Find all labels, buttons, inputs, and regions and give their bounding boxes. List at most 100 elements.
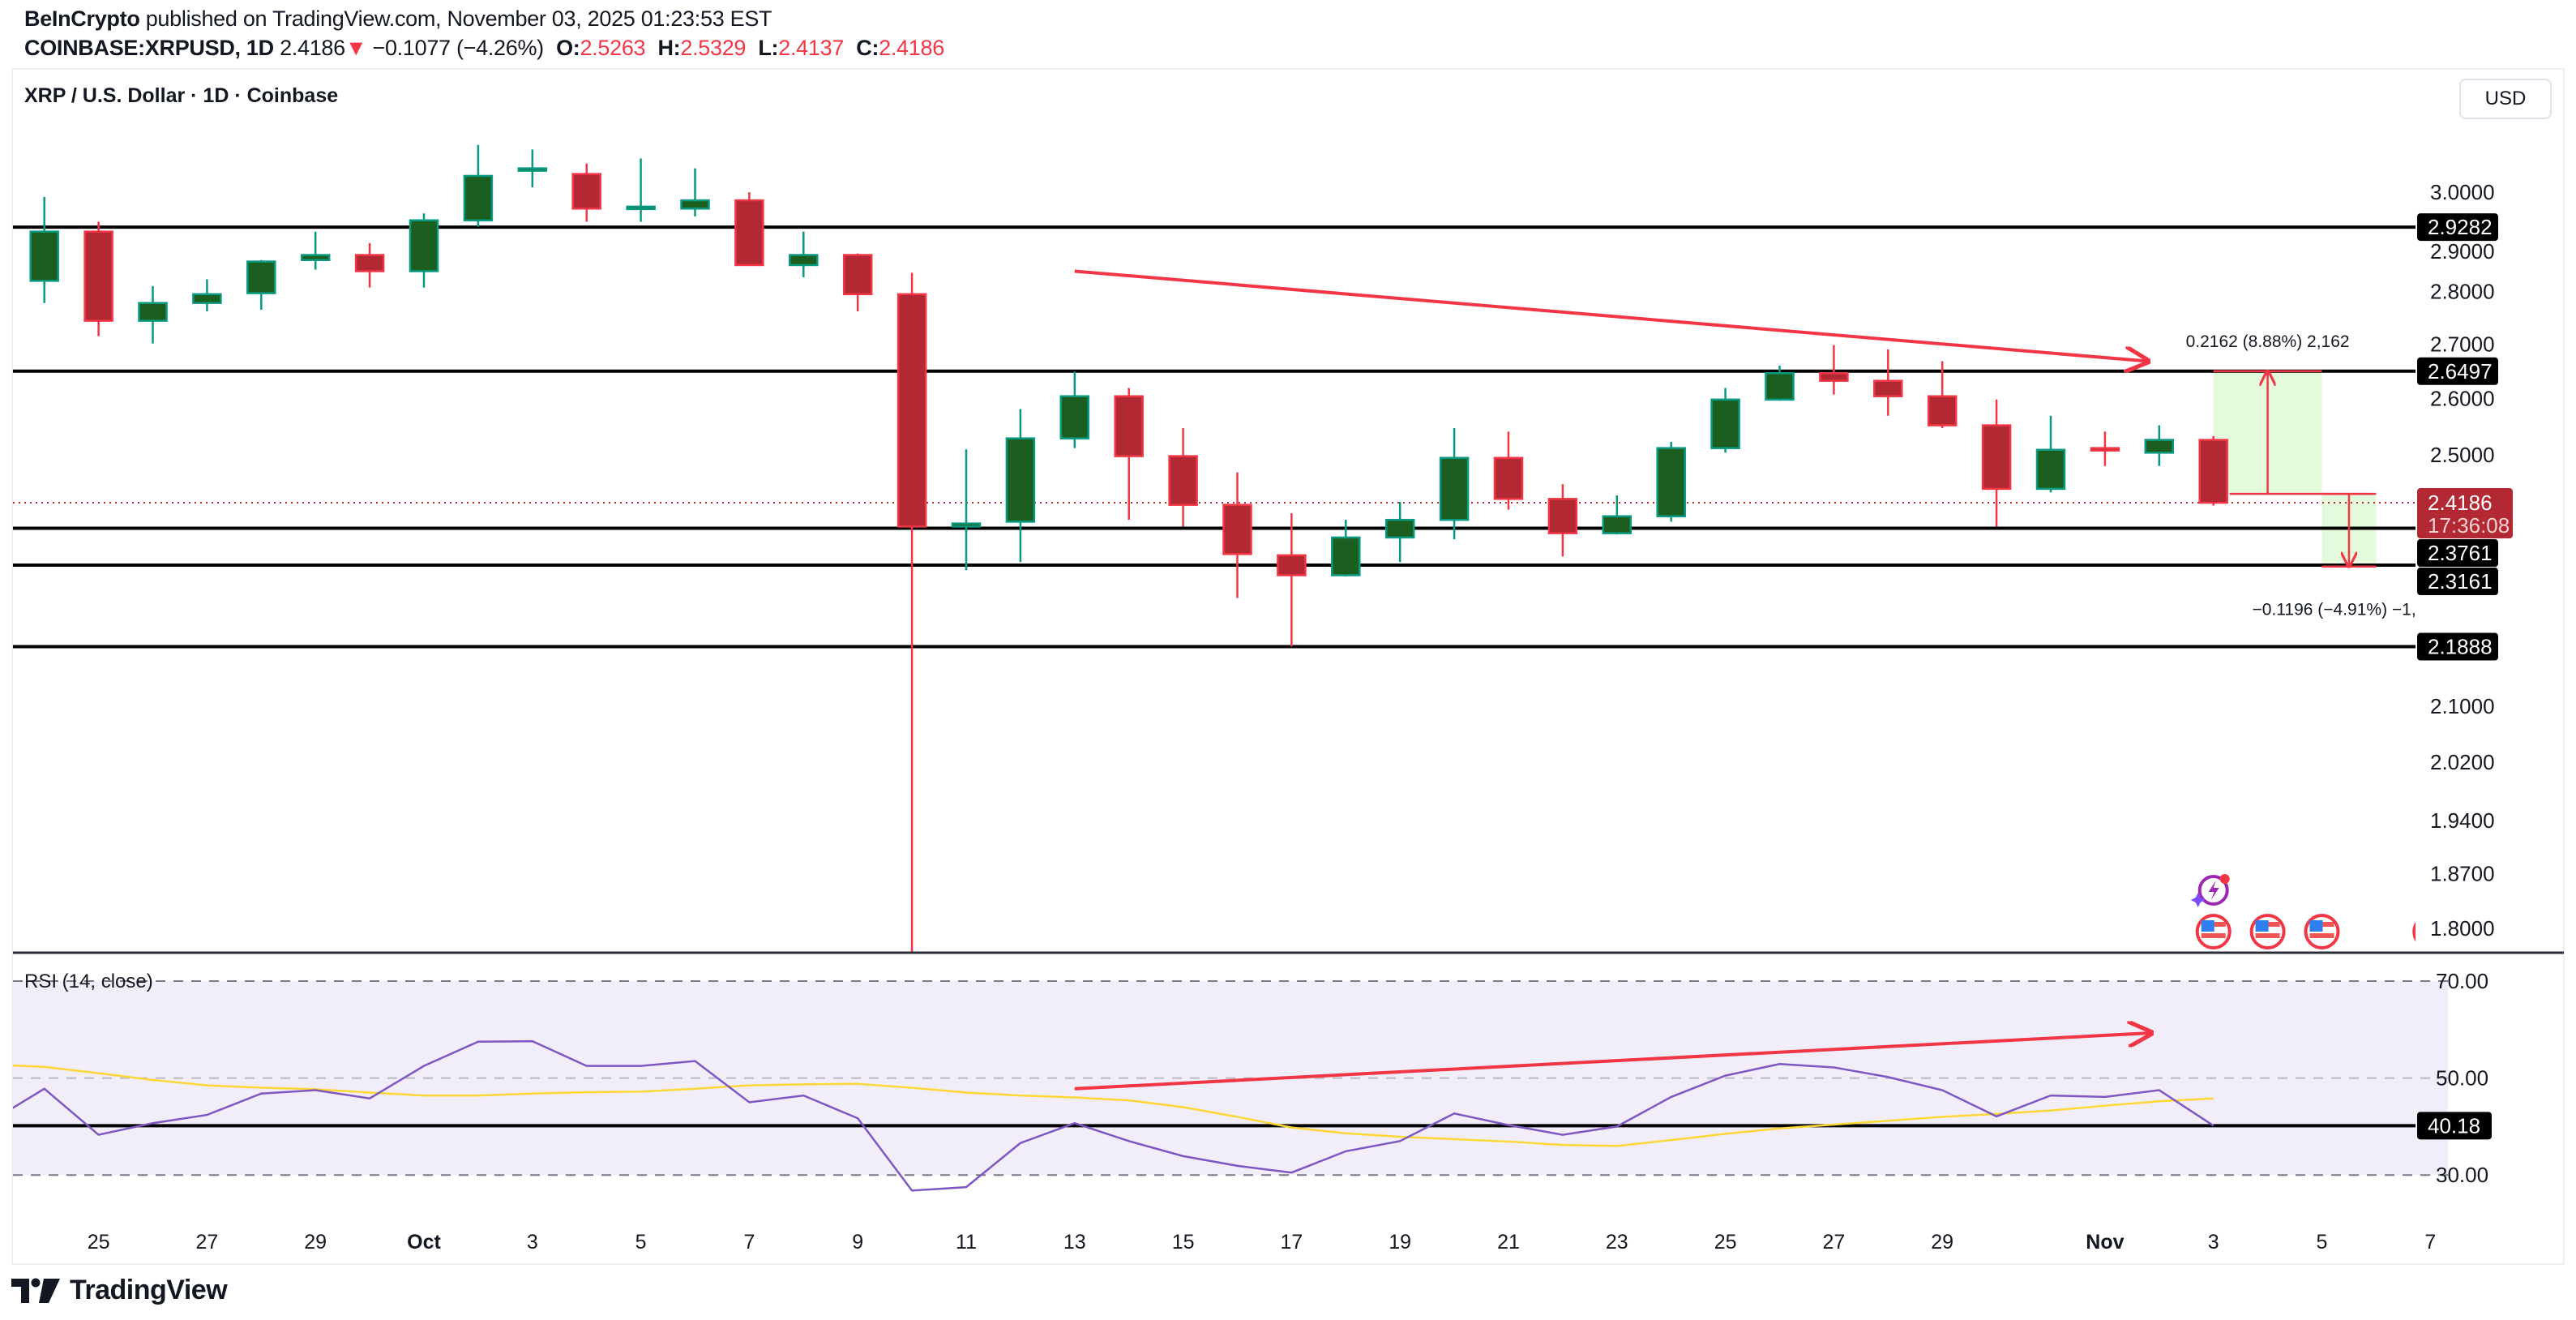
candle-body [463,174,494,221]
price-axis-tick: 2.5000 [2430,443,2495,467]
candle [1873,349,1903,416]
time-axis-tick: 21 [1497,1231,1520,1254]
flag-canton [2418,920,2431,932]
candle-body [246,260,276,294]
time-axis-tick: 29 [1931,1231,1953,1254]
price-axis-tick: 2.1000 [2430,694,2495,718]
candle [789,231,819,277]
time-axis-tick: 7 [743,1231,755,1254]
candle-body [1168,455,1198,506]
price-axis-tick: 1.8000 [2430,916,2495,941]
candle [1927,361,1958,429]
candle-body [1493,456,1524,500]
candle-body [1602,515,1632,534]
candle [896,272,927,952]
candle-body [517,167,548,172]
event-ring [2197,875,2229,906]
time-axis-tick: 29 [304,1231,327,1254]
price-axis-tick: 1.8700 [2430,861,2495,885]
flag-ring [2412,921,2416,942]
candle-body [571,173,601,210]
candle-body [2198,439,2228,504]
candle [1222,472,1252,598]
candle [1602,495,1632,535]
candle [951,449,982,571]
candle-body [2035,448,2066,491]
rsi-axis-tick: 70.00 [2436,969,2488,993]
candle [463,144,494,227]
candle-body [734,199,764,267]
level-price-label-text: 2.3161 [2428,569,2493,594]
us-flag-icon [2195,914,2232,949]
time-axis-tick: 11 [956,1231,977,1254]
candle [29,196,59,303]
candle-body [680,199,710,210]
candle-body [1005,437,1036,523]
candle [1493,431,1524,510]
rsi-current-value: 40.18 [2428,1113,2480,1138]
brand-name: TradingView [70,1275,228,1305]
candle-body [192,293,222,304]
candle [734,192,764,267]
time-axis-tick: Oct [407,1231,441,1254]
candle [1819,345,1849,395]
low-value: 2.4137 [778,36,845,60]
time-axis-tick: 5 [635,1231,647,1254]
candle [1005,409,1036,563]
time-axis-tick: 3 [527,1231,538,1254]
candle-body [138,302,168,322]
us-flag-icon [2249,914,2286,949]
close-value: 2.4186 [879,36,944,60]
candle-body [2090,447,2120,452]
candle [2144,425,2175,466]
measure-label: −0.1196 (−4.91%) −1,196 [2253,601,2445,619]
rsi-title: RSI (14, close) [24,971,153,992]
price-axis-tick: 2.7000 [2430,332,2495,356]
time-axis-tick: 23 [1606,1231,1628,1254]
level-price-label-bg [2417,213,2498,242]
publisher-name: BeInCrypto [24,6,140,31]
level-price-label-bg [2417,357,2498,385]
candle-body [1222,504,1252,555]
last-price: 2.4186 [280,36,345,60]
price-trendline [1074,269,2148,361]
candle [83,221,113,336]
candle-body [1927,395,1958,426]
last-price-label-text: 2.4186 [2428,491,2493,515]
candle-body [300,254,331,261]
candle [571,163,601,222]
candle [842,253,873,311]
close-label: C: [856,36,879,60]
candle-body [1384,518,1415,539]
candle [2198,435,2228,506]
high-label: H: [657,36,681,60]
price-axis-tick: 2.9000 [2430,239,2495,264]
level-price-label: 2.6497 [2417,357,2498,385]
level-price-label-text: 2.6497 [2428,359,2493,384]
level-price-label-bg [2417,632,2498,661]
candle [2035,415,2066,493]
last-price-countdown: 17:36:08 [2428,513,2510,538]
candle-body [951,522,982,528]
open-value: 2.5263 [580,36,646,60]
candle-body [1819,372,1849,382]
candle-body [1277,554,1307,576]
candle [1710,388,1740,453]
time-axis-tick: 3 [2208,1231,2219,1254]
time-axis-tick: 19 [1389,1231,1411,1254]
candle [1547,484,1578,557]
time-axis-tick: 25 [88,1231,110,1254]
candle-body [83,230,113,322]
candle-body [1059,395,1090,439]
candle [1059,371,1090,448]
price-axis-tick: 2.8000 [2430,280,2495,304]
us-flag-icon [2412,920,2431,942]
open-label: O: [556,36,580,60]
currency-button[interactable]: USD [2459,79,2552,119]
candle [1331,520,1361,576]
candle [354,242,385,288]
candle [1765,365,1795,401]
flag-canton [2201,920,2214,932]
